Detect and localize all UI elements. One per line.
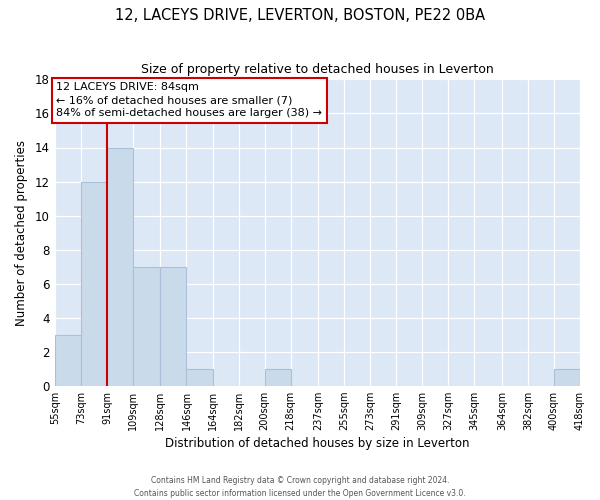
Text: Contains HM Land Registry data © Crown copyright and database right 2024.
Contai: Contains HM Land Registry data © Crown c… xyxy=(134,476,466,498)
Bar xyxy=(55,334,81,386)
X-axis label: Distribution of detached houses by size in Leverton: Distribution of detached houses by size … xyxy=(165,437,470,450)
Bar xyxy=(107,148,133,386)
Y-axis label: Number of detached properties: Number of detached properties xyxy=(15,140,28,326)
Title: Size of property relative to detached houses in Leverton: Size of property relative to detached ho… xyxy=(141,62,494,76)
Text: 12 LACEYS DRIVE: 84sqm
← 16% of detached houses are smaller (7)
84% of semi-deta: 12 LACEYS DRIVE: 84sqm ← 16% of detached… xyxy=(56,82,322,118)
Bar xyxy=(81,182,107,386)
Bar xyxy=(187,368,212,386)
Text: 12, LACEYS DRIVE, LEVERTON, BOSTON, PE22 0BA: 12, LACEYS DRIVE, LEVERTON, BOSTON, PE22… xyxy=(115,8,485,22)
Bar xyxy=(133,266,160,386)
Bar xyxy=(554,368,580,386)
Bar xyxy=(160,266,187,386)
Bar xyxy=(265,368,290,386)
